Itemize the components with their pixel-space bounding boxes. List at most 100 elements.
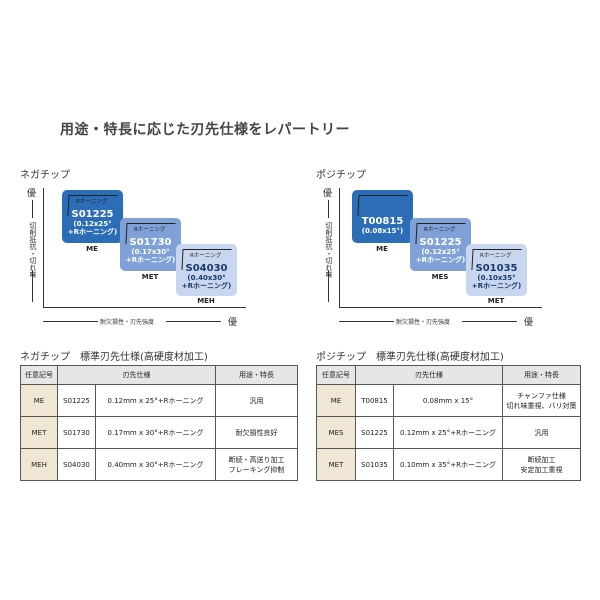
- edge-spec: (0.08x15°): [361, 227, 404, 235]
- spec-cell: 0.12mm x 25°+Rホーニング: [95, 384, 216, 417]
- edge-spec: (0.12x25°: [73, 220, 112, 228]
- table-row: MET S01730 0.17mm x 30°+Rホーニング 耐欠損性良好: [20, 416, 298, 449]
- y-axis-label: 切削抵抗・切れ味: [29, 222, 37, 278]
- edge-spec: (0.10x35°: [477, 274, 516, 282]
- edge-code: S01225: [419, 237, 462, 248]
- edge-symbol: MEH: [197, 297, 215, 305]
- use-cell: 断続・高送り加工 フレーキング抑制: [215, 448, 298, 481]
- table-row: ME S01225 0.12mm x 25°+Rホーニング 汎用: [20, 384, 298, 417]
- use-line-2: 切れ味重視、バリ対策: [506, 401, 577, 410]
- spec-cell: 0.10mm x 35°+Rホーニング: [393, 448, 503, 481]
- edge-code: S01730: [129, 237, 172, 248]
- code-cell: T00815: [355, 384, 394, 417]
- code-cell: S01225: [355, 416, 394, 449]
- edge-spec-box: Rホーニング S04030 (0.40x30° +Rホーニング): [176, 244, 237, 296]
- edge-symbol: MET: [487, 297, 505, 305]
- header-spec: 刃先仕様: [57, 365, 216, 385]
- code-cell: S04030: [57, 448, 96, 481]
- edge-symbol: ME: [86, 245, 98, 253]
- edge-spec: (0.17x30°: [131, 248, 170, 256]
- y-axis-best: 優: [323, 189, 333, 199]
- honing-tag: Rホーニング: [190, 253, 222, 259]
- spec-cell: 0.12mm x 25°+Rホーニング: [393, 416, 503, 449]
- edge-spec-2: +Rホーニング): [125, 256, 176, 264]
- edge-code: S01225: [71, 209, 114, 220]
- code-cell: S01035: [355, 448, 394, 481]
- symbol-cell: MET: [316, 448, 356, 481]
- x-axis-best: 優: [524, 318, 534, 328]
- edge-shape: [357, 195, 408, 216]
- edge-symbol: MET: [141, 273, 159, 281]
- edge-symbol: MES: [431, 273, 449, 281]
- use-line: 汎用: [249, 396, 264, 405]
- x-axis-label: 耐欠損性・刃先強度: [396, 319, 451, 326]
- table-title: ポジチップ 標準刃先仕様(高硬度材加工): [316, 352, 504, 363]
- spec-table: 任意記号 刃先仕様 用途・特長 ME T00815 0.08mm x 15° チャンファ仕…: [316, 365, 581, 481]
- edge-code: S04030: [185, 263, 228, 274]
- x-axis-best: 優: [228, 318, 238, 328]
- chart-label: ポジチップ: [316, 170, 366, 181]
- y-arrow-line: [328, 270, 329, 302]
- y-arrow-line: [32, 270, 33, 302]
- x-axis: [43, 307, 246, 308]
- y-arrow: [32, 200, 33, 218]
- header-use: 用途・特長: [215, 365, 298, 385]
- use-cell: 汎用: [215, 384, 298, 417]
- y-axis-best: 優: [27, 189, 37, 199]
- x-arrow: [462, 321, 517, 322]
- symbol-cell: MEH: [20, 448, 58, 481]
- use-line: 汎用: [534, 428, 549, 437]
- use-line: 断続・高送り加工: [228, 455, 285, 464]
- table-row: MET S01035 0.10mm x 35°+Rホーニング 断続加工 安定加工重視: [316, 448, 581, 481]
- x-arrow: [166, 321, 221, 322]
- y-axis-label: 切削抵抗・切れ味: [325, 222, 333, 278]
- edge-spec-2: +Rホーニング): [181, 282, 232, 290]
- use-cell: 断続加工 安定加工重視: [502, 448, 581, 481]
- x-arrow-line: [43, 321, 98, 322]
- spec-cell: 0.17mm x 30°+Rホーニング: [95, 416, 216, 449]
- edge-spec: (0.40x30°: [187, 274, 226, 282]
- edge-symbol: ME: [376, 245, 388, 253]
- x-axis: [339, 307, 542, 308]
- code-cell: S01225: [57, 384, 96, 417]
- edge-spec-box: Rホーニング S01225 (0.12x25° +Rホーニング): [62, 190, 123, 243]
- use-line-2: フレーキング抑制: [228, 465, 285, 474]
- use-line: 耐欠損性良好: [235, 428, 278, 437]
- header-use: 用途・特長: [502, 365, 581, 385]
- use-line: チャンファ仕様: [517, 391, 566, 400]
- page-title: 用途・特長に応じた刃先仕様をレパートリー: [60, 122, 350, 138]
- edge-spec-2: +Rホーニング): [471, 282, 522, 290]
- use-cell: チャンファ仕様 切れ味重視、バリ対策: [502, 384, 581, 417]
- table-row: MES S01225 0.12mm x 25°+Rホーニング 汎用: [316, 416, 581, 449]
- use-line-2: 安定加工重視: [520, 465, 563, 474]
- table-row: MEH S04030 0.40mm x 30°+Rホーニング 断続・高送り加工 フレーキ…: [20, 448, 298, 481]
- header-spec: 刃先仕様: [355, 365, 503, 385]
- y-axis: [43, 188, 44, 308]
- edge-code: S01035: [475, 263, 518, 274]
- use-cell: 汎用: [502, 416, 581, 449]
- code-cell: S01730: [57, 416, 96, 449]
- table-title: ネガチップ 標準刃先仕様(高硬度材加工): [20, 352, 208, 363]
- symbol-cell: MES: [316, 416, 356, 449]
- honing-tag: Rホーニング: [424, 227, 456, 233]
- header-symbol: 任意記号: [316, 365, 356, 385]
- use-cell: 耐欠損性良好: [215, 416, 298, 449]
- edge-spec-2: +Rホーニング): [415, 256, 466, 264]
- symbol-cell: MET: [20, 416, 58, 449]
- spec-cell: 0.08mm x 15°: [393, 384, 503, 417]
- edge-spec-box: T00815 (0.08x15°): [352, 190, 413, 243]
- edge-spec: (0.12x25°: [421, 248, 460, 256]
- edge-code: T00815: [361, 216, 404, 227]
- edge-spec-box: Rホーニング S01225 (0.12x25° +Rホーニング): [410, 218, 471, 271]
- header-symbol: 任意記号: [20, 365, 58, 385]
- spec-cell: 0.40mm x 30°+Rホーニング: [95, 448, 216, 481]
- honing-tag: Rホーニング: [76, 199, 108, 205]
- x-axis-label: 耐欠損性・刃先強度: [100, 319, 155, 326]
- chart-label: ネガチップ: [20, 170, 70, 181]
- edge-spec-2: +Rホーニング): [67, 228, 118, 236]
- table-row: ME T00815 0.08mm x 15° チャンファ仕様 切れ味重視、バリ対策: [316, 384, 581, 417]
- honing-tag: Rホーニング: [480, 253, 512, 259]
- y-arrow: [328, 200, 329, 218]
- x-arrow-line: [339, 321, 394, 322]
- honing-tag: Rホーニング: [134, 227, 166, 233]
